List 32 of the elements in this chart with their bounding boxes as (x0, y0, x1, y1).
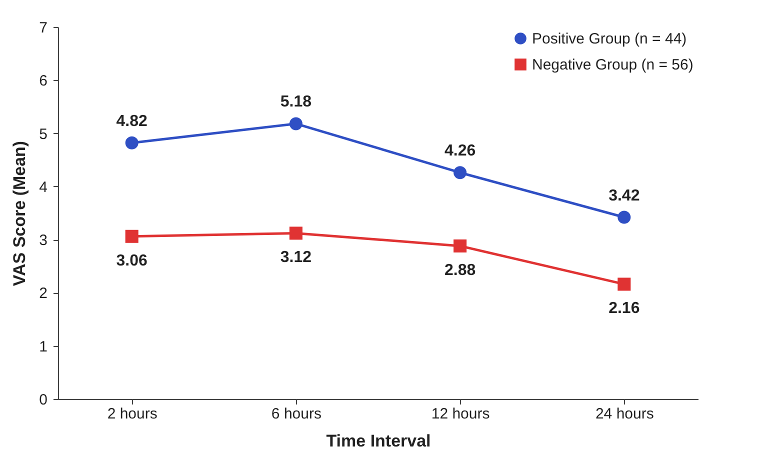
point (618, 210, 631, 224)
point (125, 230, 138, 243)
data-label: 5.18 (280, 94, 312, 111)
point (125, 136, 138, 150)
y-tick-label: 5 (39, 126, 48, 143)
y-tick-label: 6 (39, 72, 48, 90)
point (454, 239, 467, 252)
point (618, 278, 631, 291)
legend-label: Negative Group (n = 56) (532, 56, 694, 74)
x-tick-label: 6 hours (271, 406, 322, 422)
x-tick-label: 2 hours (107, 406, 158, 422)
data-label: 3.12 (280, 249, 312, 266)
data-label: 2.88 (444, 262, 476, 279)
data-label: 3.06 (116, 252, 148, 270)
data-label: 3.42 (608, 187, 640, 204)
x-axis-title: Time Interval (326, 432, 431, 450)
y-tick-label: 7 (39, 20, 48, 36)
y-tick-label: 1 (39, 338, 48, 356)
data-label: 2.16 (608, 300, 640, 318)
y-tick-label: 4 (39, 178, 48, 196)
x-tick-label: 12 hours (431, 406, 490, 422)
data-label: 4.26 (444, 142, 476, 160)
y-tick-label: 2 (39, 285, 48, 302)
legend-label: Positive Group (n = 44) (532, 30, 687, 48)
point (454, 166, 467, 180)
point (289, 226, 302, 240)
data-label: 4.82 (116, 112, 148, 130)
x-tick-label: 24 hours (595, 406, 654, 422)
y-tick-label: 0 (39, 392, 48, 408)
point (289, 117, 302, 130)
y-axis-title: VAS Score (Mean) (10, 140, 30, 286)
y-tick-label: 3 (39, 232, 48, 250)
